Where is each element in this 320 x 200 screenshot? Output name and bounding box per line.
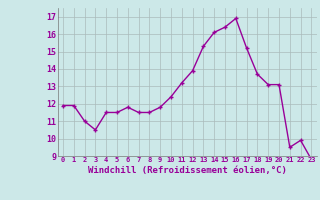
X-axis label: Windchill (Refroidissement éolien,°C): Windchill (Refroidissement éolien,°C) bbox=[88, 166, 287, 175]
